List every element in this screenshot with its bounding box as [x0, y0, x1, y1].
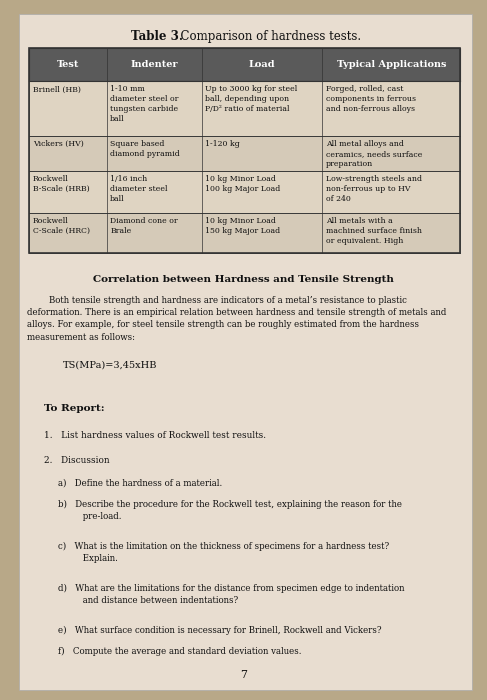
Text: 1.   List hardness values of Rockwell test results.: 1. List hardness values of Rockwell test…: [44, 430, 266, 440]
Text: All metals with a
machined surface finish
or equivalent. High: All metals with a machined surface finis…: [326, 217, 422, 244]
Text: 2.   Discussion: 2. Discussion: [44, 456, 110, 465]
Text: 1-10 mm
diameter steel or
tungsten carbide
ball: 1-10 mm diameter steel or tungsten carbi…: [110, 85, 179, 122]
Text: 10 kg Minor Load
150 kg Major Load: 10 kg Minor Load 150 kg Major Load: [205, 217, 280, 234]
Text: Forged, rolled, cast
components in ferrous
and non-ferrous alloys: Forged, rolled, cast components in ferro…: [326, 85, 416, 113]
Bar: [29, 136, 460, 171]
Text: All metal alloys and
ceramics, needs surface
preparation: All metal alloys and ceramics, needs sur…: [326, 140, 422, 167]
Text: c)   What is the limitation on the thickness of specimens for a hardness test?
 : c) What is the limitation on the thickne…: [58, 542, 390, 563]
Text: Table 3.: Table 3.: [131, 30, 184, 43]
Text: Square based
diamond pyramid: Square based diamond pyramid: [110, 140, 180, 158]
Text: b)   Describe the procedure for the Rockwell test, explaining the reason for the: b) Describe the procedure for the Rockwe…: [58, 500, 402, 521]
Bar: [29, 48, 460, 81]
Text: Comparison of hardness tests.: Comparison of hardness tests.: [173, 30, 361, 43]
Text: Both tensile strength and hardness are indicators of a metal’s resistance to pla: Both tensile strength and hardness are i…: [27, 296, 446, 342]
Bar: [29, 48, 460, 253]
Text: Diamond cone or
Brale: Diamond cone or Brale: [110, 217, 178, 234]
Text: 7: 7: [240, 671, 247, 680]
Text: Rockwell
B-Scale (HRB): Rockwell B-Scale (HRB): [33, 175, 89, 192]
Text: Vickers (HV): Vickers (HV): [33, 140, 83, 148]
Text: Test: Test: [57, 60, 79, 69]
Text: Brinell (HB): Brinell (HB): [33, 85, 80, 93]
Text: 1/16 inch
diameter steel
ball: 1/16 inch diameter steel ball: [110, 175, 168, 202]
Text: d)   What are the limitations for the distance from specimen edge to indentation: d) What are the limitations for the dist…: [58, 584, 405, 605]
Bar: [29, 81, 460, 136]
Text: Low-strength steels and
non-ferrous up to HV
of 240: Low-strength steels and non-ferrous up t…: [326, 175, 422, 202]
Text: To Report:: To Report:: [44, 404, 104, 413]
Text: Typical Applications: Typical Applications: [337, 60, 446, 69]
Bar: [29, 213, 460, 253]
Text: Up to 3000 kg for steel
ball, depending upon
P/D² ratio of material: Up to 3000 kg for steel ball, depending …: [205, 85, 297, 113]
Bar: [29, 171, 460, 213]
Text: 10 kg Minor Load
100 kg Major Load: 10 kg Minor Load 100 kg Major Load: [205, 175, 281, 192]
Text: f)   Compute the average and standard deviation values.: f) Compute the average and standard devi…: [58, 647, 302, 656]
Text: TS(MPa)=3,45xHB: TS(MPa)=3,45xHB: [63, 360, 158, 370]
Text: Rockwell
C-Scale (HRC): Rockwell C-Scale (HRC): [33, 217, 90, 234]
Text: Indenter: Indenter: [131, 60, 178, 69]
Text: Correlation between Hardness and Tensile Strength: Correlation between Hardness and Tensile…: [93, 275, 394, 284]
Text: a)   Define the hardness of a material.: a) Define the hardness of a material.: [58, 479, 223, 488]
Text: Load: Load: [249, 60, 275, 69]
Text: 1-120 kg: 1-120 kg: [205, 140, 240, 148]
Text: e)   What surface condition is necessary for Brinell, Rockwell and Vickers?: e) What surface condition is necessary f…: [58, 626, 382, 635]
